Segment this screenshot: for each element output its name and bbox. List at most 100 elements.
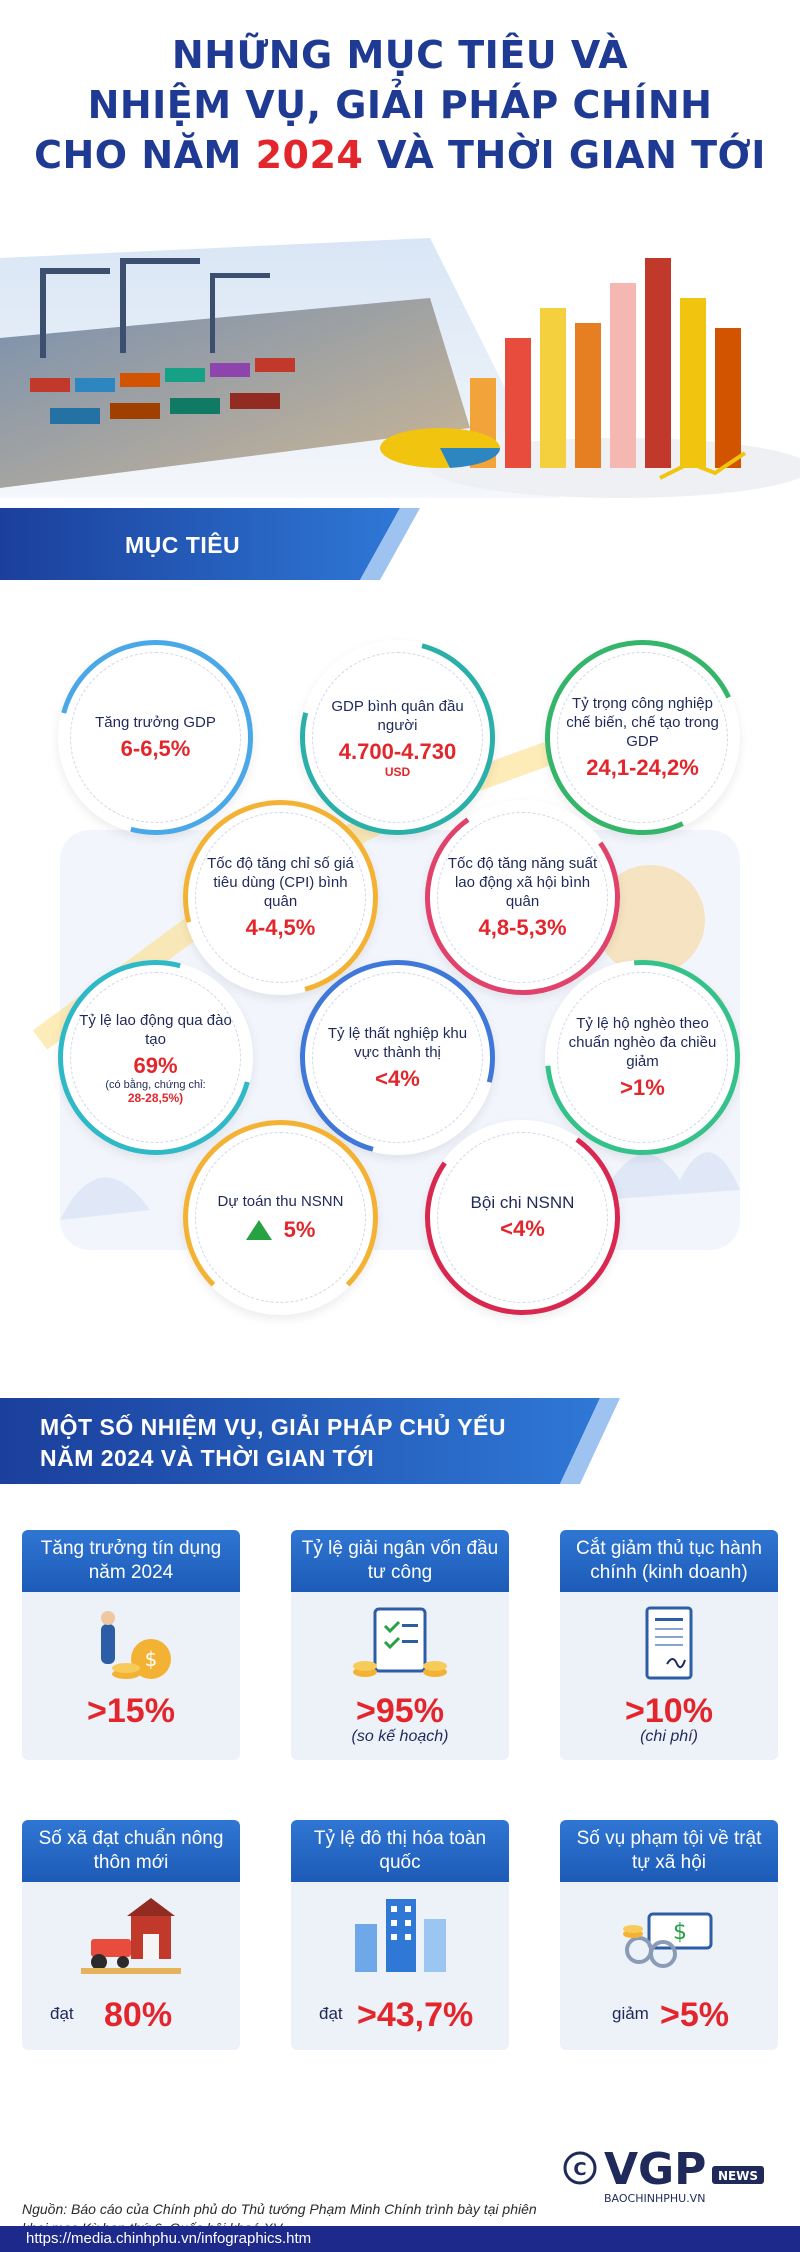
handcuffs-icon: $: [623, 1912, 713, 1968]
goal-value: >1%: [620, 1075, 665, 1100]
triangle-up-icon: [245, 1220, 272, 1240]
goal-label: Tỷ lệ hộ nghèo theo chuẩn nghèo đa chiều…: [568, 1015, 717, 1070]
goal-state-revenue: Dự toán thu NSNN 5%: [183, 1120, 378, 1315]
goal-value: 4,8-5,3%: [478, 915, 567, 940]
checklist-coins-icon: [353, 1607, 447, 1677]
logo-site: BAOCHINHPHU.VN: [604, 2192, 705, 2205]
goal-gdp-growth: Tăng trưởng GDP 6-6,5%: [22, 604, 289, 871]
money-bag-icon: $: [101, 1611, 171, 1679]
goal-unit: USD: [384, 764, 411, 779]
task-card-note: (chi phí): [640, 1728, 698, 1745]
goal-label: Bội chi NSNN: [470, 1193, 575, 1212]
task-card-title: Cắt giảm thủ tục hành chính (kinh doanh): [560, 1530, 778, 1592]
goal-label: Tốc độ tăng chỉ số giá tiêu dùng (CPI) b…: [207, 855, 354, 910]
vgp-logo-graphic: C VGP NEWS BAOCHINHPHU.VN: [563, 2144, 764, 2205]
task-card-title: Tỷ lệ đô thị hóa toàn quốc: [291, 1820, 509, 1882]
task-card-title: Số xã đạt chuẩn nông thôn mới: [22, 1820, 240, 1882]
footer-url-bar: https://media.chinhphu.vn/infographics.h…: [0, 2226, 800, 2252]
task-card-value: 80%: [104, 1996, 173, 2034]
task-card-value: >95%: [356, 1692, 444, 1730]
title-line-3-pre: CHO NĂM: [34, 133, 256, 177]
task-card-value: >43,7%: [357, 1996, 474, 2034]
farm-icon: [81, 1898, 181, 1974]
document-icon: [645, 1606, 693, 1680]
section-tasks-title: MỘT SỐ NHIỆM VỤ, GIẢI PHÁP CHỦ YẾU NĂM 2…: [40, 1412, 506, 1474]
goal-value: 4.700-4.730: [338, 738, 457, 764]
title-line-2: NHIỆM VỤ, GIẢI PHÁP CHÍNH: [87, 83, 713, 127]
goal-label: Dự toán thu NSNN: [217, 1193, 344, 1210]
task-card-title: Số vụ phạm tội về trật tự xã hội: [560, 1820, 778, 1882]
goal-inner-ring: [312, 652, 483, 823]
task-card-prefix: giảm: [612, 2004, 649, 2023]
goal-cpi: Tốc độ tăng chỉ số giá tiêu dùng (CPI) b…: [147, 764, 414, 1031]
goal-poverty-reduction: Tỷ lệ hộ nghèo theo chuẩn nghèo đa chiều…: [505, 920, 780, 1195]
goal-inner-ring: [70, 972, 241, 1143]
title-line-3: CHO NĂM 2024 VÀ THỜI GIAN TỚI: [0, 130, 800, 180]
hero-illustration: [0, 228, 800, 498]
goal-inner-ring: [195, 812, 366, 983]
task-card-crime-reduction: Số vụ phạm tội về trật tự xã hội $ giảm …: [560, 1820, 778, 2050]
goal-inner-ring: [437, 1132, 608, 1303]
section-goals-banner: MỤC TIÊU: [0, 508, 420, 580]
task-card-prefix: đạt: [50, 2004, 74, 2023]
svg-text:$: $: [673, 1920, 687, 1945]
goal-labor-productivity: Tốc độ tăng năng suất lao động xã hội bì…: [409, 784, 636, 1011]
goal-inner-ring: [195, 1132, 366, 1303]
goal-value: 6-6,5%: [120, 736, 191, 761]
goal-inner-ring: [70, 652, 241, 823]
banner-shape: [0, 508, 420, 580]
section-tasks-banner: MỘT SỐ NHIỆM VỤ, GIẢI PHÁP CHỦ YẾU NĂM 2…: [0, 1398, 620, 1484]
goal-label: Tỷ lệ lao động qua đào tạo: [79, 1011, 232, 1048]
svg-text:$: $: [145, 1647, 158, 1671]
goal-label: Tốc độ tăng năng suất lao động xã hội bì…: [447, 855, 598, 910]
goal-inner-ring: [557, 652, 728, 823]
goal-label: Tỷ lệ thất nghiệp khu vực thành thị: [327, 1024, 468, 1061]
task-card-public-investment: Tỷ lệ giải ngân vốn đầu tư công >95% (so…: [291, 1530, 509, 1760]
logo-news-tag: NEWS: [718, 2169, 758, 2183]
goals-area: Tăng trưởng GDP 6-6,5% GDP bình quân đầu…: [0, 600, 800, 1380]
goal-inner-ring: [557, 972, 728, 1143]
title-year: 2024: [255, 133, 364, 177]
goal-inner-ring: [437, 812, 608, 983]
copyright-mark: C: [573, 2159, 586, 2180]
task-card-admin-procedures: Cắt giảm thủ tục hành chính (kinh doanh)…: [560, 1530, 778, 1760]
task-card-new-rural: Số xã đạt chuẩn nông thôn mới đạt 80%: [22, 1820, 240, 2050]
section-tasks-title-line-2: NĂM 2024 VÀ THỜI GIAN TỚI: [40, 1445, 375, 1471]
task-card-credit-growth: Tăng trưởng tín dụng năm 2024 $ >15%: [22, 1530, 240, 1760]
goal-trained-labor: Tỷ lệ lao động qua đào tạo 69% (có bằng,…: [22, 924, 289, 1191]
vgp-logo: C VGP NEWS BAOCHINHPHU.VN: [560, 2144, 770, 2206]
task-card-title: Tỷ lệ giải ngân vốn đầu tư công: [291, 1530, 509, 1592]
goal-value-row: 5%: [245, 1217, 315, 1243]
task-card-value: >15%: [87, 1692, 175, 1730]
goal-value-secondary: 28-28,5%): [127, 1090, 184, 1105]
title-line-3-post: VÀ THỜI GIAN TỚI: [363, 133, 766, 177]
goal-label: Tỷ trọng công nghiệp chế biến, chế tạo t…: [566, 695, 719, 750]
banner-shape: [0, 1398, 620, 1484]
goal-value: 4-4,5%: [245, 915, 316, 940]
goal-value: 24,1-24,2%: [586, 755, 699, 780]
goal-urban-unemployment: Tỷ lệ thất nghiệp khu vực thành thị <4%: [264, 924, 531, 1191]
goal-value: <4%: [500, 1216, 545, 1241]
task-card-urbanization: Tỷ lệ đô thị hóa toàn quốc đạt >43,7%: [291, 1820, 509, 2050]
goal-note: (có bằng, chứng chỉ:: [105, 1078, 206, 1091]
logo-wordmark: VGP: [604, 2146, 706, 2195]
goal-label: GDP bình quân đầu người: [331, 697, 464, 734]
task-card-title: Tăng trưởng tín dụng năm 2024: [22, 1530, 240, 1592]
goal-value: <4%: [375, 1065, 420, 1091]
goal-gdp-per-capita: GDP bình quân đầu người 4.700-4.730 USD: [264, 604, 531, 871]
city-icon: [355, 1899, 446, 1972]
task-card-prefix: đạt: [319, 2004, 343, 2023]
task-card-value: >5%: [660, 1996, 729, 2034]
task-card-note: (so kế hoạch): [351, 1728, 449, 1745]
goal-manufacturing-share: Tỷ trọng công nghiệp chế biến, chế tạo t…: [517, 612, 768, 863]
section-goals-title: MỤC TIÊU: [125, 532, 241, 558]
goal-value: 69%: [133, 1052, 178, 1078]
goal-budget-deficit: Bội chi NSNN <4%: [409, 1104, 636, 1331]
port-and-charts-illustration: [0, 228, 800, 498]
footer-url-link[interactable]: https://media.chinhphu.vn/infographics.h…: [26, 2230, 312, 2247]
title-line-1: NHỮNG MỤC TIÊU VÀ: [171, 33, 629, 77]
section-tasks-title-line-1: MỘT SỐ NHIỆM VỤ, GIẢI PHÁP CHỦ YẾU: [40, 1414, 506, 1440]
page-title: NHỮNG MỤC TIÊU VÀ NHIỆM VỤ, GIẢI PHÁP CH…: [0, 30, 800, 180]
goal-label: Tăng trưởng GDP: [95, 714, 216, 731]
goal-inner-ring: [312, 972, 483, 1143]
